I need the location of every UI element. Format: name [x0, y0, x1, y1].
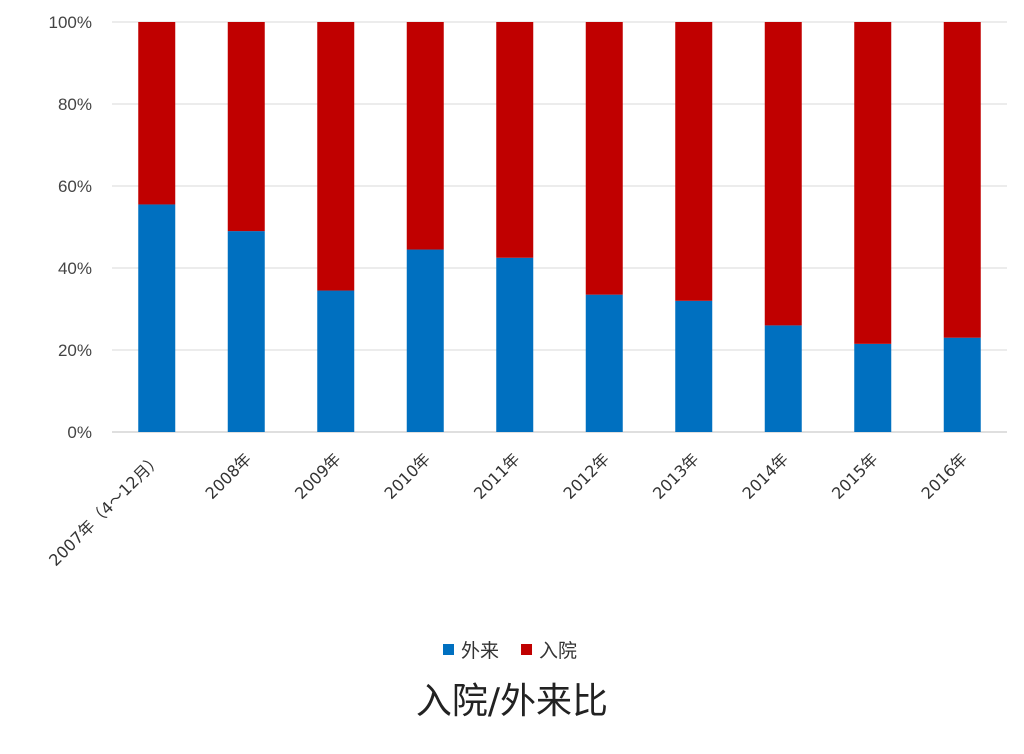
- bar-outpatient: [406, 249, 444, 432]
- legend-label: 入院: [539, 640, 577, 662]
- bar-outpatient: [764, 325, 802, 432]
- y-tick-label: 100%: [49, 13, 92, 32]
- bar-inpatient: [138, 22, 176, 205]
- bar-inpatient: [764, 22, 802, 326]
- bar-inpatient: [406, 22, 444, 250]
- bar-outpatient: [496, 257, 534, 432]
- y-tick-label: 0%: [67, 423, 92, 442]
- bar-inpatient: [317, 22, 355, 291]
- bar-outpatient: [317, 290, 355, 432]
- y-tick-label: 40%: [58, 259, 92, 278]
- y-tick-label: 80%: [58, 95, 92, 114]
- bar-inpatient: [854, 22, 892, 344]
- bar-outpatient: [138, 204, 176, 432]
- chart-title: 入院/外来比: [416, 681, 608, 722]
- x-tick-label: 2008年: [202, 449, 256, 503]
- bar-inpatient: [227, 22, 265, 232]
- legend-label: 外来: [461, 640, 499, 662]
- y-tick-label: 60%: [58, 177, 92, 196]
- legend-swatch: [521, 644, 533, 655]
- bar-outpatient: [585, 294, 623, 432]
- y-axis-ticks: 0% 20% 40% 60% 80% 100%: [49, 13, 92, 442]
- bar-inpatient: [943, 22, 981, 338]
- bar-inpatient: [675, 22, 713, 301]
- x-tick-label: 2013年: [649, 449, 703, 503]
- x-tick-label: 2009年: [291, 449, 345, 503]
- bar-inpatient: [585, 22, 623, 295]
- legend: 外来 入院: [443, 640, 577, 662]
- bars: [138, 22, 981, 432]
- x-tick-label: 2014年: [739, 449, 793, 503]
- x-tick-label: 2010年: [381, 449, 435, 503]
- x-axis-ticks: 2007年（4～12月） 2008年 2009年 2010年 2011年 2012年 201…: [45, 449, 971, 569]
- bar-outpatient: [943, 337, 981, 432]
- bar-outpatient: [854, 343, 892, 432]
- legend-swatch: [443, 644, 454, 655]
- x-tick-label: 2012年: [560, 449, 614, 503]
- x-tick-label: 2015年: [828, 449, 882, 503]
- bar-outpatient: [675, 300, 713, 432]
- x-tick-label: 2016年: [918, 449, 972, 503]
- bar-outpatient: [227, 231, 265, 432]
- bar-inpatient: [496, 22, 534, 258]
- x-tick-label: 2007年（4～12月）: [45, 449, 165, 569]
- x-tick-label: 2011年: [470, 449, 524, 503]
- y-tick-label: 20%: [58, 341, 92, 360]
